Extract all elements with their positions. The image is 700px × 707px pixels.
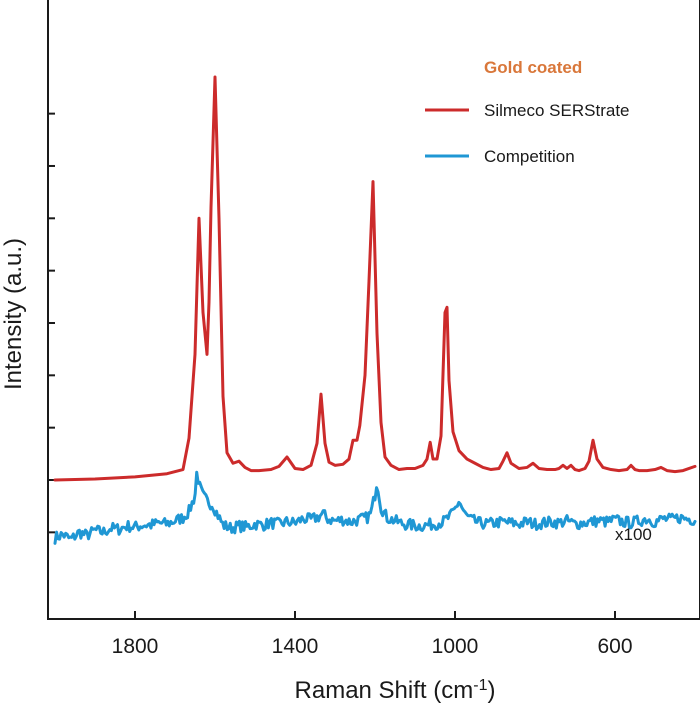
x-axis-title: Raman Shift (cm-1) — [295, 677, 496, 705]
series-layer — [53, 75, 697, 545]
x-tick-label-2: 1000 — [432, 635, 479, 658]
legend-label-silmeco: Silmeco SERStrate — [484, 101, 630, 120]
x-axis-ticks — [134, 611, 616, 619]
x-tick-label-3: 600 — [597, 635, 632, 658]
x-axis-title-superscript: -1 — [473, 677, 487, 694]
scale-annotation: x100 — [615, 525, 652, 544]
x-axis-tick-labels: 1800 1400 1000 600 — [112, 635, 633, 658]
y-axis-title: Intensity (a.u.) — [0, 238, 27, 390]
series-line-silmeco — [53, 75, 697, 482]
series-line-competition — [53, 470, 697, 545]
x-axis-title-main: Raman Shift (cm — [295, 677, 474, 704]
y-axis-ticks — [48, 112, 55, 534]
legend: Gold coated Silmeco SERStrate Competitio… — [425, 58, 630, 166]
legend-title: Gold coated — [484, 58, 582, 77]
x-tick-label-0: 1800 — [112, 635, 159, 658]
plot-frame — [47, 0, 700, 620]
legend-label-competition: Competition — [484, 147, 575, 166]
x-tick-label-1: 1400 — [272, 635, 319, 658]
x-axis-title-suffix: ) — [487, 677, 495, 704]
